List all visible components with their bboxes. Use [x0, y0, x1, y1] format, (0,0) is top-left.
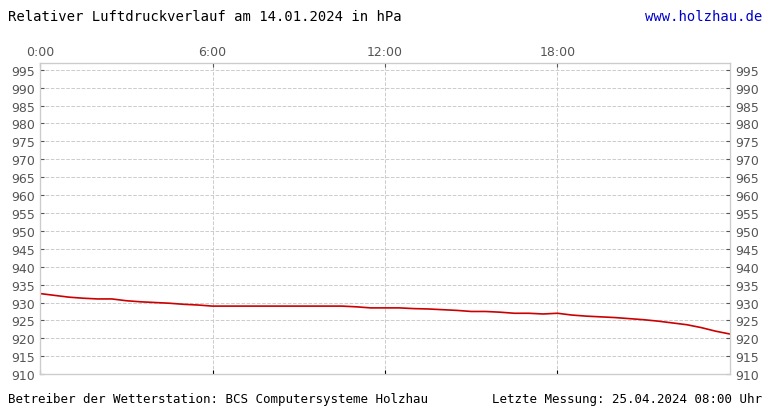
Text: Betreiber der Wetterstation: BCS Computersysteme Holzhau: Betreiber der Wetterstation: BCS Compute…	[8, 392, 427, 405]
Text: Letzte Messung: 25.04.2024 08:00 Uhr: Letzte Messung: 25.04.2024 08:00 Uhr	[492, 392, 762, 405]
Text: Relativer Luftdruckverlauf am 14.01.2024 in hPa: Relativer Luftdruckverlauf am 14.01.2024…	[8, 10, 401, 24]
Text: www.holzhau.de: www.holzhau.de	[645, 10, 762, 24]
